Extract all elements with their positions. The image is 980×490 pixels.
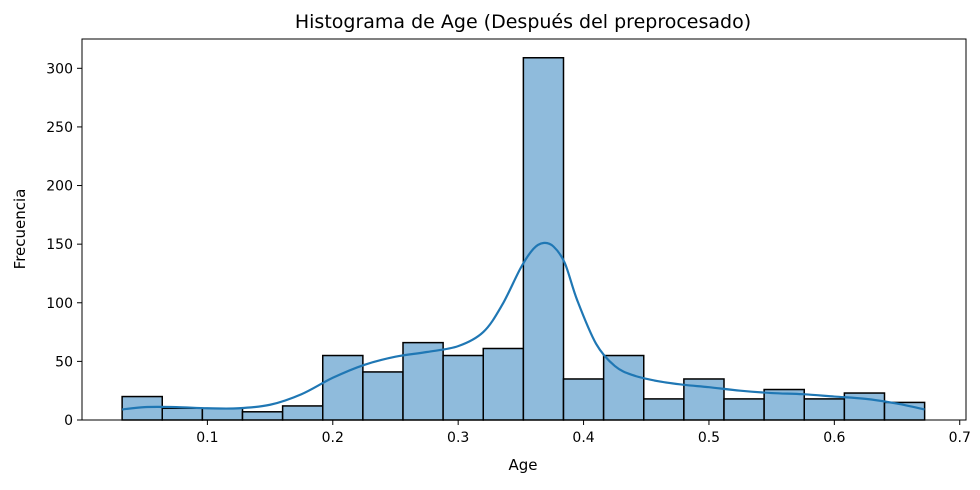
histogram-bar-11 (522, 57, 565, 421)
y-tick-label: 0 (64, 413, 73, 429)
histogram-bar-6 (321, 354, 364, 421)
histogram-bar-9 (442, 354, 484, 421)
x-tick-label: 0.6 (823, 430, 845, 446)
histogram-bar-16 (723, 398, 765, 421)
histogram-bar-14 (642, 398, 685, 421)
histogram-bar-4 (241, 411, 284, 421)
histogram-bar-8 (402, 341, 444, 421)
y-tick-label: 150 (46, 237, 73, 253)
histogram-bar-13 (602, 354, 645, 421)
y-tick-label: 100 (46, 296, 73, 312)
kde-line (122, 241, 925, 411)
bars-group (121, 57, 926, 421)
histogram-bar-18 (803, 398, 846, 421)
histogram-bar-3 (201, 407, 244, 421)
y-tick-label: 200 (46, 179, 73, 195)
x-axis: 0.1 0.2 0.3 0.4 0.5 0.6 0.7 (196, 420, 971, 446)
histogram-bar-2 (161, 407, 204, 421)
y-axis-label: Frecuencia (11, 189, 29, 270)
x-tick-label: 0.7 (949, 430, 971, 446)
y-tick-label: 50 (55, 354, 73, 370)
x-tick-label: 0.3 (447, 430, 469, 446)
histogram-bar-10 (482, 347, 525, 421)
y-tick-label: 300 (46, 61, 73, 77)
histogram-bar-7 (362, 371, 404, 421)
y-tick-label: 250 (46, 120, 73, 136)
histogram-bar-12 (562, 378, 605, 421)
x-tick-label: 0.5 (698, 430, 720, 446)
plot-frame (81, 38, 967, 421)
chart-title: Histograma de Age (Después del preproces… (295, 11, 751, 33)
x-tick-label: 0.2 (322, 430, 344, 446)
y-axis: 0 50 100 150 200 250 300 (46, 61, 82, 429)
x-tick-label: 0.1 (196, 430, 218, 446)
histogram-bar-5 (281, 405, 324, 421)
x-axis-label: Age (508, 456, 537, 474)
x-tick-label: 0.4 (572, 430, 594, 446)
